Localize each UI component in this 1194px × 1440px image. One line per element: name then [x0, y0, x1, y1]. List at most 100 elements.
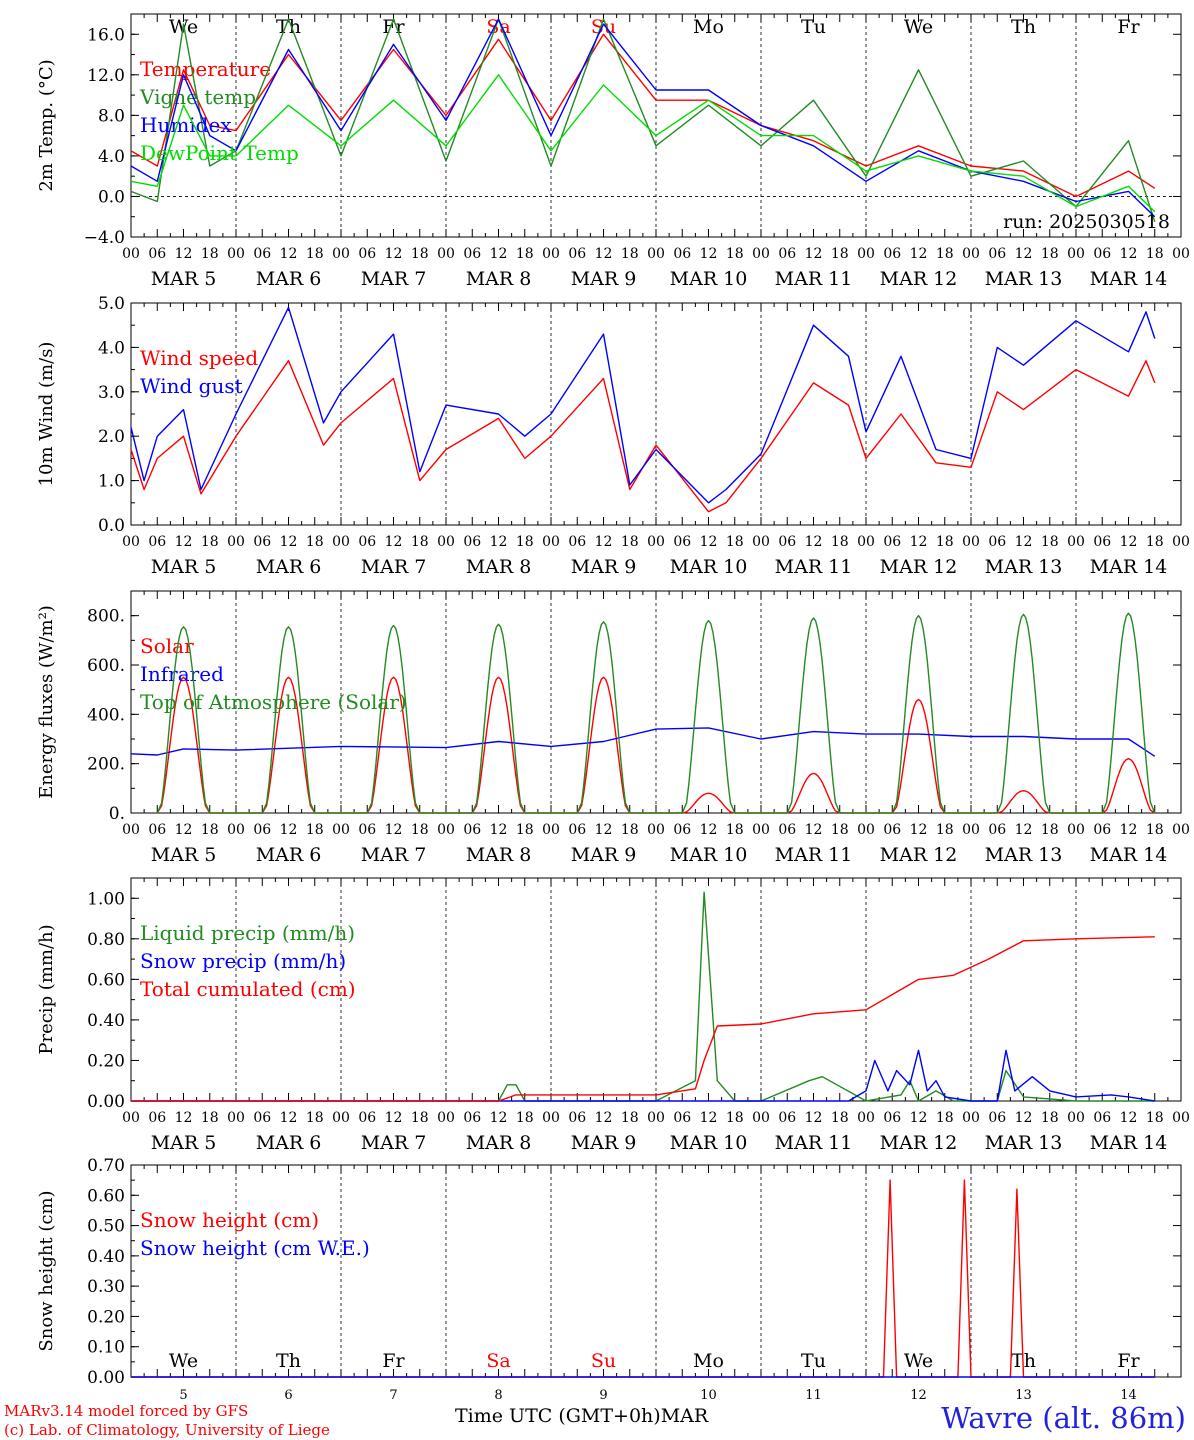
hour-tick-label: 18 [516, 534, 534, 550]
hour-tick-label: 06 [883, 246, 901, 262]
hour-tick-label: 00 [647, 1110, 665, 1126]
series-line-energy [130, 727, 1156, 757]
date-label: MAR 11 [775, 844, 853, 866]
y-tick-label: 12.0 [87, 66, 125, 86]
date-label: MAR 10 [670, 1132, 748, 1154]
y-tick-label: 0.30 [87, 1277, 125, 1297]
hour-tick-label: 00 [332, 246, 350, 262]
legend-entry: Infrared [140, 662, 224, 686]
date-label: MAR 12 [880, 1132, 958, 1154]
hour-tick-label: 18 [726, 1110, 744, 1126]
hour-tick-label: 12 [490, 246, 508, 262]
y-axis-label: Energy fluxes (W/m²) [36, 605, 57, 799]
hour-tick-label: 18 [621, 534, 639, 550]
day-of-week-label: Tu [801, 16, 826, 38]
hour-tick-label: 00 [1172, 1110, 1190, 1126]
hour-tick-label: 18 [726, 534, 744, 550]
day-number-label: 11 [805, 1388, 822, 1400]
hour-tick-label: 18 [621, 246, 639, 262]
plot-frame-temp [130, 13, 1182, 238]
y-tick-label: 1.00 [87, 889, 125, 909]
hour-tick-label: 00 [857, 534, 875, 550]
hour-tick-label: 18 [936, 246, 954, 262]
date-label: MAR 14 [1090, 556, 1168, 578]
y-tick-label: −4.0 [84, 228, 125, 248]
y-tick-label: 0.60 [87, 1186, 125, 1206]
legend-entry: Snow height (cm W.E.) [140, 1236, 370, 1260]
series-line-energy [156, 612, 1156, 814]
hour-tick-label: 00 [122, 822, 140, 838]
month-axis-text: MAR [660, 1405, 709, 1427]
day-of-week-label: Th [276, 1350, 301, 1372]
date-label: MAR 7 [361, 268, 427, 290]
day-of-week-label: Th [276, 16, 301, 38]
hour-tick-label: 18 [411, 1110, 429, 1126]
hour-tick-label: 18 [831, 534, 849, 550]
hour-tick-label: 06 [778, 822, 796, 838]
hour-tick-label: 00 [1172, 246, 1190, 262]
hour-tick-label: 06 [1093, 246, 1111, 262]
hour-tick-label: 18 [726, 246, 744, 262]
y-tick-label: 0.0 [98, 516, 125, 536]
y-axis-label: 2m Temp. (°C) [36, 59, 57, 191]
date-label: MAR 5 [151, 556, 217, 578]
hour-tick-label: 12 [910, 534, 928, 550]
legend-entry: Snow height (cm) [140, 1208, 319, 1232]
date-label: MAR 10 [670, 556, 748, 578]
hour-tick-label: 12 [280, 534, 298, 550]
hour-tick-label: 06 [253, 1110, 271, 1126]
hour-tick-label: 00 [227, 534, 245, 550]
hour-tick-label: 12 [700, 1110, 718, 1126]
y-tick-label: 0.10 [87, 1338, 125, 1358]
hour-tick-label: 06 [358, 246, 376, 262]
day-of-week-label: Fr [1117, 1350, 1140, 1372]
hour-tick-label: 00 [752, 822, 770, 838]
hour-tick-label: 06 [883, 534, 901, 550]
y-tick-label: 0.00 [87, 1092, 125, 1112]
hour-tick-label: 12 [910, 246, 928, 262]
forecast-chart-svg: −4.0 0.0 4.0 8.0 12.0 16.0 2m Temp. (°C) We Th Fr… [36, 13, 1190, 1403]
hour-tick-label: 06 [988, 822, 1006, 838]
date-label: MAR 7 [361, 556, 427, 578]
hour-tick-label: 06 [463, 534, 481, 550]
legend-entry: Top of Atmosphere (Solar) [140, 690, 407, 714]
date-label: MAR 11 [775, 556, 853, 578]
day-number-label: 8 [494, 1388, 502, 1400]
hour-tick-label: 06 [253, 246, 271, 262]
date-label: MAR 6 [256, 556, 322, 578]
hour-tick-label: 00 [437, 534, 455, 550]
day-number-label: 10 [700, 1388, 717, 1400]
hour-tick-label: 18 [306, 534, 324, 550]
hour-tick-label: 06 [463, 246, 481, 262]
hour-tick-label: 00 [332, 1110, 350, 1126]
legend-entry: Vigne temp [139, 85, 256, 109]
hour-tick-label: 12 [1015, 534, 1033, 550]
hour-tick-label: 00 [857, 822, 875, 838]
day-of-week-label: We [169, 1350, 198, 1372]
hour-tick-label: 06 [148, 1110, 166, 1126]
hour-tick-label: 06 [253, 822, 271, 838]
hour-tick-label: 06 [673, 534, 691, 550]
day-number-label: 5 [179, 1388, 187, 1400]
hour-tick-label: 00 [437, 246, 455, 262]
y-tick-label: 600. [87, 656, 125, 676]
series-line-temp [130, 74, 1156, 213]
hour-tick-label: 18 [411, 822, 429, 838]
y-tick-label: 8.0 [98, 106, 125, 126]
hour-tick-label: 18 [936, 534, 954, 550]
date-label: MAR 13 [985, 844, 1063, 866]
hour-tick-label: 06 [148, 822, 166, 838]
series-line-temp [130, 18, 1156, 218]
hour-tick-label: 18 [1041, 246, 1059, 262]
hour-tick-label: 00 [122, 1110, 140, 1126]
hour-tick-label: 00 [1172, 534, 1190, 550]
y-tick-label: 16.0 [87, 25, 125, 45]
series-line-wind [130, 306, 1156, 504]
y-axis-label: 10m Wind (m/s) [36, 342, 57, 487]
y-tick-label: 0.0 [98, 187, 125, 207]
y-tick-label: 2.0 [98, 427, 125, 447]
day-of-week-label: Sa [486, 1350, 510, 1372]
hour-tick-label: 18 [1146, 246, 1164, 262]
y-tick-label: 1.0 [98, 472, 125, 492]
